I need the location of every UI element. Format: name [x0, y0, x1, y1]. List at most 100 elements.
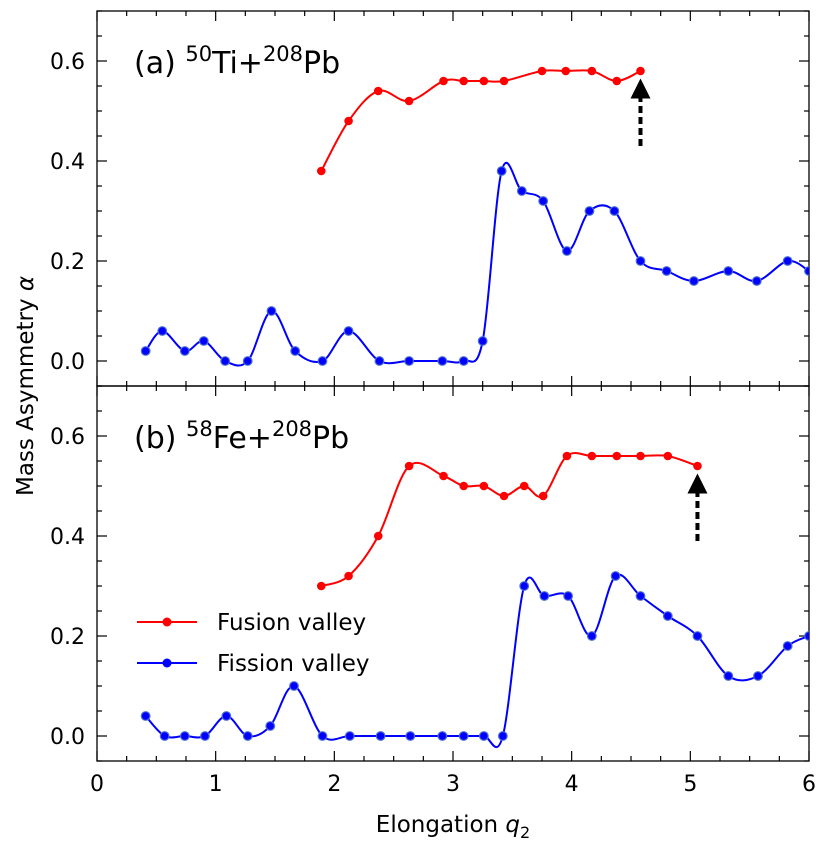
- panel-b-fusion-valley-point: [693, 461, 702, 471]
- panel-a-fusion-valley-line: [320, 69, 641, 172]
- panel-b-y-tick-label: 0.2: [50, 625, 85, 650]
- panel-a-y-tick-label: 0.0: [50, 350, 85, 375]
- panel-a-fusion-valley-point: [537, 66, 547, 76]
- panel-a-fission-valley-point: [496, 166, 507, 176]
- panel-a-y-tick-label: 0.2: [50, 250, 85, 275]
- panel-a-fission-valley-point: [179, 346, 190, 356]
- panel-a-fission-valley-point: [635, 256, 646, 266]
- panel-a-tag: (a): [134, 46, 185, 81]
- panel-a-frame: [96, 10, 810, 387]
- panel-b-y-tick-label: 0.4: [50, 525, 85, 550]
- legend-fission-marker: [162, 658, 172, 668]
- panel-a-fission-valley-point: [404, 356, 414, 366]
- panel-b-fusion-valley-point: [344, 571, 353, 581]
- panel-a-fission-valley-point: [458, 356, 469, 366]
- panel-b-arrow-head: [687, 473, 708, 494]
- x-tick-label: 1: [209, 772, 223, 797]
- panel-a-fission-valley-line: [144, 161, 809, 367]
- y-axis-label-var: α: [13, 276, 39, 291]
- panel-a-fission-valley-point: [374, 356, 385, 366]
- legend-fusion-marker: [162, 617, 172, 627]
- panel-b-fission-valley-point: [159, 731, 170, 741]
- x-tick-label: 5: [683, 772, 697, 797]
- panel-a-fusion-valley-point: [316, 166, 326, 176]
- x-tick-label: 0: [90, 772, 104, 797]
- panel-b-y-tick-label: 0.6: [50, 425, 85, 450]
- panel-a: 0.0 0.2 0.4 0.6: [50, 10, 810, 387]
- panel-a-proj-sym: Ti+: [211, 46, 263, 81]
- legend-fusion-label: Fusion valley: [217, 610, 366, 636]
- panel-a-fission-valley-point: [562, 246, 572, 256]
- panel-b-targ-sym: Pb: [312, 421, 349, 456]
- x-axis-label-sub: 2: [520, 823, 530, 842]
- panel-b-fission-valley-point: [179, 731, 190, 741]
- panel-b-fission-valley-point: [539, 591, 550, 601]
- panel-b-fusion-valley-point: [562, 451, 572, 461]
- legend-item-fusion: Fusion valley: [137, 610, 366, 636]
- panel-a-fission-valley-point: [516, 186, 527, 196]
- panel-b-fission-valley-point: [662, 611, 673, 621]
- panels: 0.0 0.2 0.4 0.6 0.0 0.2 0.4 0.6 0 1 2 3 4 5 6: [50, 10, 816, 797]
- panel-a-fusion-valley-point: [373, 86, 383, 96]
- panel-b-fission-valley-point: [458, 731, 469, 741]
- x-axis-label-main: Elongation: [376, 812, 506, 838]
- panel-a-fission-valley-point: [343, 326, 354, 336]
- panel-a-fission-valley-point: [661, 266, 672, 276]
- panel-b-fission-valley-point: [265, 721, 276, 731]
- x-tick-label: 2: [327, 772, 341, 797]
- panel-a-plot-area: [140, 66, 809, 367]
- panel-a-arrow: [630, 78, 651, 146]
- panel-b-y-tick-label: 0.0: [50, 725, 85, 750]
- x-tick-label: 3: [446, 772, 460, 797]
- panel-b-fusion-valley-point: [316, 581, 326, 591]
- panel-b-fission-valley-point: [610, 571, 621, 581]
- panel-b-fusion-valley-point: [519, 481, 529, 491]
- panel-b-fission-valley-point: [317, 731, 328, 741]
- legend-fission-label: Fission valley: [217, 651, 370, 677]
- panel-b-fission-valley-point: [344, 731, 355, 741]
- panel-b-fission-valley-point: [375, 731, 386, 741]
- panel-a-fission-valley-point: [751, 276, 762, 286]
- panel-a-fusion-valley-point: [404, 96, 414, 106]
- panel-a-fission-valley-point: [140, 346, 151, 356]
- panel-a-y-tick-label: 0.4: [50, 150, 85, 175]
- panel-a-fusion-valley-point: [439, 76, 448, 86]
- panel-a-targ-mass: 208: [263, 42, 303, 66]
- panel-a-title: (a) 50Ti+208Pb: [134, 42, 340, 81]
- panel-b-fusion-valley-point: [499, 491, 509, 501]
- panel-a-fission-valley-point: [609, 206, 620, 216]
- panel-a-proj-mass: 50: [185, 42, 212, 66]
- panel-a-fission-valley-point: [538, 196, 549, 206]
- panel-b-fission-valley-point: [437, 731, 448, 741]
- panel-b-fission-valley-point: [478, 731, 489, 741]
- panel-a-fusion-valley-point: [459, 76, 468, 86]
- panel-a-fusion-valley-point: [587, 66, 597, 76]
- panel-b-fission-valley-point: [782, 641, 793, 651]
- panel-b-fusion-valley-point: [612, 451, 622, 461]
- panel-b-fusion-valley-point: [404, 461, 414, 471]
- panel-a-targ-sym: Pb: [303, 46, 340, 81]
- panel-a-fission-valley-point: [317, 356, 328, 366]
- x-axis-label-var: q: [505, 812, 520, 838]
- x-tick-label: 4: [565, 772, 579, 797]
- panel-b-fission-valley-point: [586, 631, 597, 641]
- panel-a-fission-valley-point: [477, 336, 488, 346]
- panel-b-fission-valley-point: [635, 591, 646, 601]
- panel-a-arrow-head: [630, 78, 651, 99]
- panel-b-fission-valley-point: [140, 711, 151, 721]
- panel-b-arrow: [687, 473, 708, 541]
- panel-b-fission-valley-point: [405, 731, 416, 741]
- panel-b-fusion-valley-point: [373, 531, 383, 541]
- panel-a-fusion-valley-point: [344, 116, 353, 126]
- y-axis-label: Mass Asymmetry α: [13, 276, 39, 496]
- panel-a-fusion-valley-point: [561, 66, 571, 76]
- panel-b-fission-valley-point: [497, 731, 508, 741]
- panel-b-fission-valley-point: [563, 591, 574, 601]
- panel-b-targ-mass: 208: [272, 417, 312, 441]
- panel-b-fusion-valley-point: [663, 451, 673, 461]
- panel-b-fusion-valley-point: [439, 471, 448, 481]
- panel-a-fission-valley-point: [688, 276, 699, 286]
- panel-b-tag: (b): [134, 421, 186, 456]
- panel-b-fission-valley-point: [804, 631, 809, 641]
